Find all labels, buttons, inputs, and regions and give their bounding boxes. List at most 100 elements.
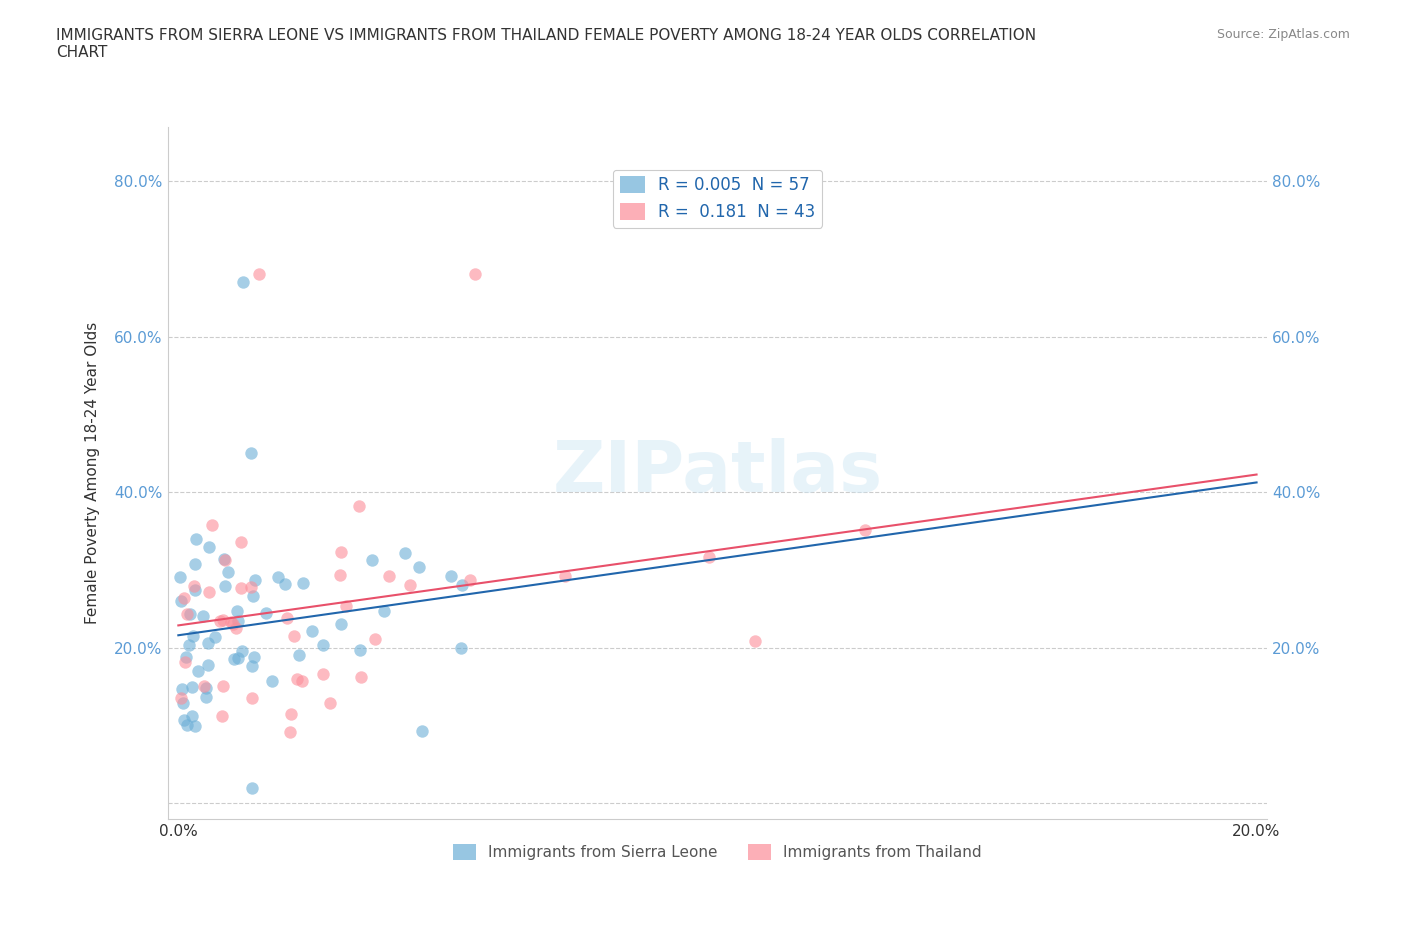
Point (247, 267, 270, 282)
Point (242, 690, 264, 705)
Point (183, 556, 205, 571)
Point (361, 552, 384, 567)
Point (330, 617, 353, 631)
Point (186, 532, 208, 547)
Point (744, 633, 766, 648)
Point (697, 550, 720, 565)
Point (226, 614, 249, 629)
Point (408, 560, 430, 575)
Point (347, 498, 370, 513)
Point (458, 573, 481, 588)
Point (267, 569, 290, 584)
Point (399, 578, 422, 592)
Point (312, 666, 335, 681)
Point (172, 695, 194, 710)
Point (169, 569, 191, 584)
Point (291, 673, 314, 688)
Point (440, 568, 463, 583)
Point (211, 708, 233, 723)
Point (197, 539, 219, 554)
Point (214, 578, 236, 593)
Point (173, 591, 195, 605)
Point (204, 630, 226, 644)
Point (232, 274, 254, 289)
Point (177, 638, 200, 653)
Point (231, 644, 253, 658)
Point (373, 604, 395, 618)
Point (260, 674, 283, 689)
Point (319, 696, 342, 711)
Point (276, 610, 298, 625)
Point (191, 609, 214, 624)
Point (363, 632, 385, 647)
Point (195, 681, 218, 696)
Point (243, 649, 266, 664)
Point (225, 620, 247, 635)
Point (291, 576, 314, 591)
Point (212, 678, 235, 693)
Point (239, 445, 262, 460)
Point (222, 651, 245, 666)
Point (329, 545, 352, 560)
Point (853, 523, 876, 538)
Point (197, 658, 219, 673)
Point (211, 612, 233, 627)
Point (170, 691, 193, 706)
Point (288, 647, 311, 662)
Point (183, 629, 205, 644)
Point (195, 689, 218, 704)
Point (283, 629, 305, 644)
Point (198, 584, 221, 599)
Point (173, 713, 195, 728)
Point (228, 650, 250, 665)
Point (394, 546, 416, 561)
Point (183, 578, 205, 593)
Point (172, 682, 194, 697)
Point (254, 605, 277, 620)
Text: Source: ZipAtlas.com: Source: ZipAtlas.com (1216, 28, 1350, 41)
Point (278, 724, 301, 739)
Point (243, 573, 266, 588)
Point (450, 578, 472, 592)
Point (450, 641, 472, 656)
Legend: Immigrants from Sierra Leone, Immigrants from Thailand: Immigrants from Sierra Leone, Immigrants… (447, 838, 988, 867)
Point (301, 623, 323, 638)
Point (174, 655, 197, 670)
Point (212, 551, 235, 566)
Point (176, 606, 198, 621)
Point (193, 679, 215, 694)
Point (350, 670, 373, 684)
Point (554, 569, 576, 584)
Point (217, 565, 239, 579)
Text: IMMIGRANTS FROM SIERRA LEONE VS IMMIGRANTS FROM THAILAND FEMALE POVERTY AMONG 18: IMMIGRANTS FROM SIERRA LEONE VS IMMIGRAN… (56, 28, 1036, 60)
Point (378, 569, 401, 584)
Point (197, 636, 219, 651)
Point (231, 535, 253, 550)
Point (176, 718, 198, 733)
Point (240, 780, 263, 795)
Point (335, 599, 357, 614)
Point (201, 517, 224, 532)
Point (170, 593, 193, 608)
Point (174, 649, 197, 664)
Point (280, 706, 302, 721)
Point (179, 606, 201, 621)
Point (240, 658, 263, 673)
Point (274, 577, 297, 591)
Point (312, 638, 335, 653)
Point (464, 267, 486, 282)
Point (187, 663, 209, 678)
Point (184, 583, 207, 598)
Point (411, 724, 433, 738)
Point (181, 709, 204, 724)
Point (208, 613, 231, 628)
Point (242, 589, 264, 604)
Y-axis label: Female Poverty Among 18-24 Year Olds: Female Poverty Among 18-24 Year Olds (86, 322, 100, 624)
Point (225, 604, 247, 618)
Point (229, 580, 252, 595)
Point (181, 680, 204, 695)
Point (219, 614, 242, 629)
Point (329, 568, 352, 583)
Point (240, 579, 263, 594)
Point (183, 719, 205, 734)
